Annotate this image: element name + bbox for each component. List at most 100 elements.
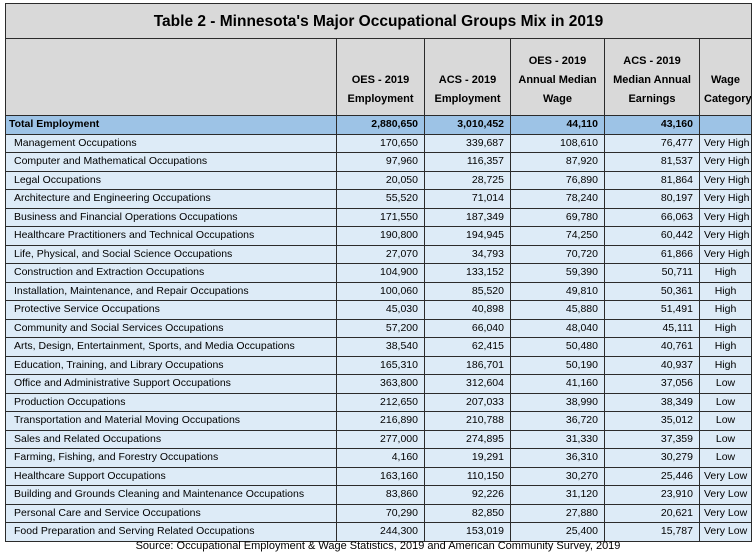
header-line: OES - 2019 <box>351 74 410 86</box>
acs-earnings-value: 61,866 <box>604 244 700 264</box>
occupation-name: Legal Occupations <box>5 170 337 190</box>
occupation-name: Life, Physical, and Social Science Occup… <box>5 244 337 264</box>
acs-employment-value: 194,945 <box>424 226 511 246</box>
wage-category-value: Low <box>698 392 753 412</box>
acs-earnings-value: 30,279 <box>604 448 700 468</box>
acs-earnings-value: 38,349 <box>604 392 700 412</box>
oes-wage-value: 31,120 <box>510 485 605 505</box>
oes-wage-value: 44,110 <box>510 115 605 135</box>
acs-employment-value: 187,349 <box>424 207 511 227</box>
header-line: OES - 2019 <box>528 55 587 67</box>
acs-employment-value: 62,415 <box>424 337 511 357</box>
wage-category-value: High <box>698 281 753 301</box>
oes-wage-value: 49,810 <box>510 281 605 301</box>
oes-wage-value: 59,390 <box>510 263 605 283</box>
oes-wage-value: 70,720 <box>510 244 605 264</box>
occupation-name: Installation, Maintenance, and Repair Oc… <box>5 281 337 301</box>
wage-category-value: Very High <box>698 207 753 227</box>
header-line: Wage <box>543 93 572 105</box>
occupation-name: Construction and Extraction Occupations <box>5 263 337 283</box>
oes-employment-value: 2,880,650 <box>336 115 425 135</box>
oes-employment-value: 216,890 <box>336 411 425 431</box>
wage-category-value: High <box>698 263 753 283</box>
acs-earnings-value: 15,787 <box>604 522 700 542</box>
occupation-name: Production Occupations <box>5 392 337 412</box>
table-row: Business and Financial Operations Occupa… <box>5 207 753 227</box>
oes-employment-value: 20,050 <box>336 170 425 190</box>
oes-employment-value: 190,800 <box>336 226 425 246</box>
table-row: Sales and Related Occupations 277,000 274,… <box>5 429 753 449</box>
table-row: Community and Social Services Occupation… <box>5 318 753 338</box>
acs-employment-value: 66,040 <box>424 318 511 338</box>
acs-employment-value: 339,687 <box>424 133 511 153</box>
table-row: Computer and Mathematical Occupations 97,… <box>5 152 753 172</box>
acs-employment-value: 312,604 <box>424 374 511 394</box>
acs-earnings-value: 81,537 <box>604 152 700 172</box>
oes-wage-value: 69,780 <box>510 207 605 227</box>
occupation-name: Healthcare Practitioners and Technical O… <box>5 226 337 246</box>
acs-earnings-value: 50,361 <box>604 281 700 301</box>
oes-wage-value: 30,270 <box>510 466 605 486</box>
wage-category-value: Very High <box>698 189 753 209</box>
oes-employment-value: 277,000 <box>336 429 425 449</box>
occupation-column-header <box>5 38 337 116</box>
oes-wage-value: 36,720 <box>510 411 605 431</box>
oes-employment-value: 27,070 <box>336 244 425 264</box>
source-note: Source: Occupational Employment & Wage S… <box>135 540 621 552</box>
acs-employment-value: 40,898 <box>424 300 511 320</box>
wage-category-value: Very Low <box>698 485 753 505</box>
occupation-name: Sales and Related Occupations <box>5 429 337 449</box>
wage-category-value: Very High <box>698 133 753 153</box>
acs-earnings-value: 80,197 <box>604 189 700 209</box>
header-line: Wage <box>711 74 740 86</box>
acs-employment-value: 110,150 <box>424 466 511 486</box>
table-row: Management Occupations 170,650 339,687 108,… <box>5 133 753 153</box>
acs-earnings-value: 43,160 <box>604 115 700 135</box>
header-line: Employment <box>347 93 414 105</box>
acs-employment-value: 28,725 <box>424 170 511 190</box>
header-line: Earnings <box>628 93 676 105</box>
oes-wage-value: 50,480 <box>510 337 605 357</box>
table-row: Architecture and Engineering Occupations… <box>5 189 753 209</box>
oes-employment-value: 171,550 <box>336 207 425 227</box>
occupation-name: Architecture and Engineering Occupations <box>5 189 337 209</box>
oes-wage-value: 50,190 <box>510 355 605 375</box>
table-row: Building and Grounds Cleaning and Mainte… <box>5 485 753 505</box>
occupation-name: Community and Social Services Occupation… <box>5 318 337 338</box>
table-row: Life, Physical, and Social Science Occup… <box>5 244 753 264</box>
occupation-name: Personal Care and Service Occupations <box>5 503 337 523</box>
acs-earnings-value: 23,910 <box>604 485 700 505</box>
table-row: Healthcare Support Occupations 163,160 110… <box>5 466 753 486</box>
oes-wage-value: 38,990 <box>510 392 605 412</box>
oes-employment-value: 55,520 <box>336 189 425 209</box>
wage-category-value: Very High <box>698 170 753 190</box>
oes-employment-value: 38,540 <box>336 337 425 357</box>
oes-wage-value: 45,880 <box>510 300 605 320</box>
oes-employment-value: 212,650 <box>336 392 425 412</box>
oes-employment-value: 163,160 <box>336 466 425 486</box>
header-line: Annual Median <box>518 74 597 86</box>
acs-earnings-value: 35,012 <box>604 411 700 431</box>
wage-category-value: Very Low <box>698 466 753 486</box>
wage-category-value: High <box>698 355 753 375</box>
acs-employment-value: 186,701 <box>424 355 511 375</box>
table-title: Table 2 - Minnesota's Major Occupational… <box>4 3 753 39</box>
acs-employment-value: 85,520 <box>424 281 511 301</box>
oes-wage-value: 108,610 <box>510 133 605 153</box>
table-row: Transportation and Material Moving Occup… <box>5 411 753 431</box>
oes-employment-value: 70,290 <box>336 503 425 523</box>
acs-employment-value: 71,014 <box>424 189 511 209</box>
oes-employment-value: 104,900 <box>336 263 425 283</box>
occupation-name: Protective Service Occupations <box>5 300 337 320</box>
acs-earnings-value: 40,937 <box>604 355 700 375</box>
acs-earnings-value: 20,621 <box>604 503 700 523</box>
wage-category-value: Low <box>698 411 753 431</box>
occupation-name: Total Employment <box>5 115 337 135</box>
occupation-name: Transportation and Material Moving Occup… <box>5 411 337 431</box>
acs-median-earnings-header: ACS - 2019 Median Annual Earnings <box>604 38 700 116</box>
occupational-groups-table: Table 2 - Minnesota's Major Occupational… <box>4 3 753 542</box>
acs-employment-value: 207,033 <box>424 392 511 412</box>
oes-wage-value: 41,160 <box>510 374 605 394</box>
oes-employment-value: 170,650 <box>336 133 425 153</box>
acs-employment-value: 133,152 <box>424 263 511 283</box>
